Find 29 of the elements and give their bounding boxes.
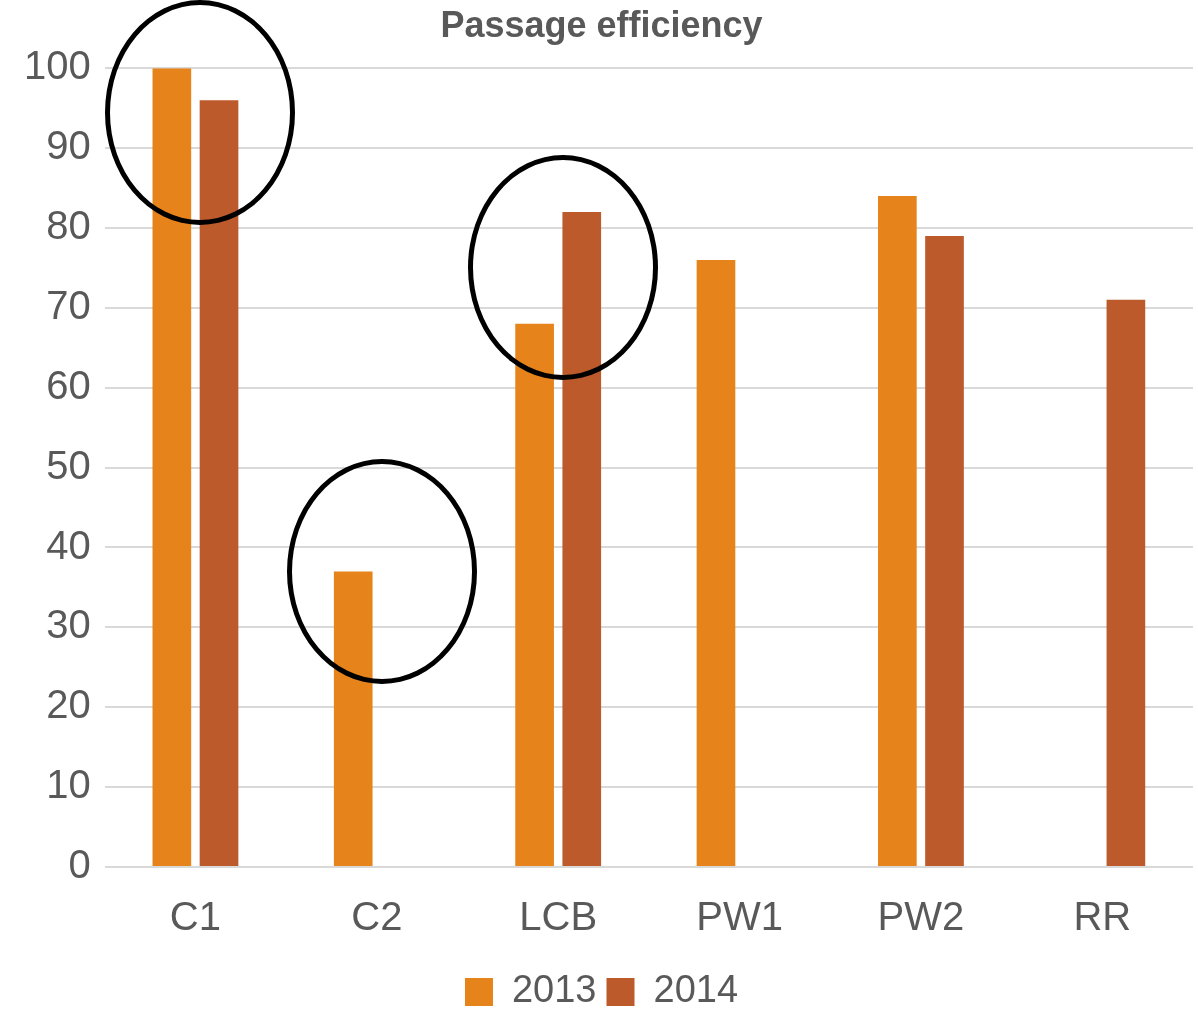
x-tick-label: C1 (169, 894, 221, 939)
y-tick-label: 20 (46, 682, 91, 727)
y-tick-label: 30 (46, 602, 91, 647)
bar (562, 211, 602, 866)
bar (1106, 299, 1146, 866)
y-tick-label: 70 (46, 282, 91, 327)
y-tick-label: 100 (23, 43, 91, 88)
y-tick-label: 0 (68, 842, 91, 887)
y-tick-label: 90 (46, 123, 91, 168)
y-tick-label: 80 (46, 202, 91, 247)
x-tick-label: PW2 (877, 894, 965, 939)
legend-label: 2014 (653, 968, 739, 1011)
bar (152, 68, 192, 866)
y-tick-label: 50 (46, 442, 91, 487)
bar (515, 323, 554, 866)
x-tick-label: PW1 (696, 894, 783, 939)
bar (199, 100, 239, 866)
x-tick-label: RR (1073, 894, 1132, 939)
x-tick-label: LCB (519, 894, 598, 939)
bar (333, 571, 373, 866)
x-tick-label: C2 (351, 894, 403, 939)
y-tick-label: 60 (46, 362, 91, 407)
legend-label: 2013 (511, 968, 597, 1011)
y-tick-label: 40 (46, 522, 91, 567)
y-tick-label: 10 (46, 762, 91, 807)
bar (925, 235, 964, 866)
bar (696, 259, 736, 866)
chart-title: Passage efficiency (440, 3, 763, 45)
bar (878, 196, 917, 866)
